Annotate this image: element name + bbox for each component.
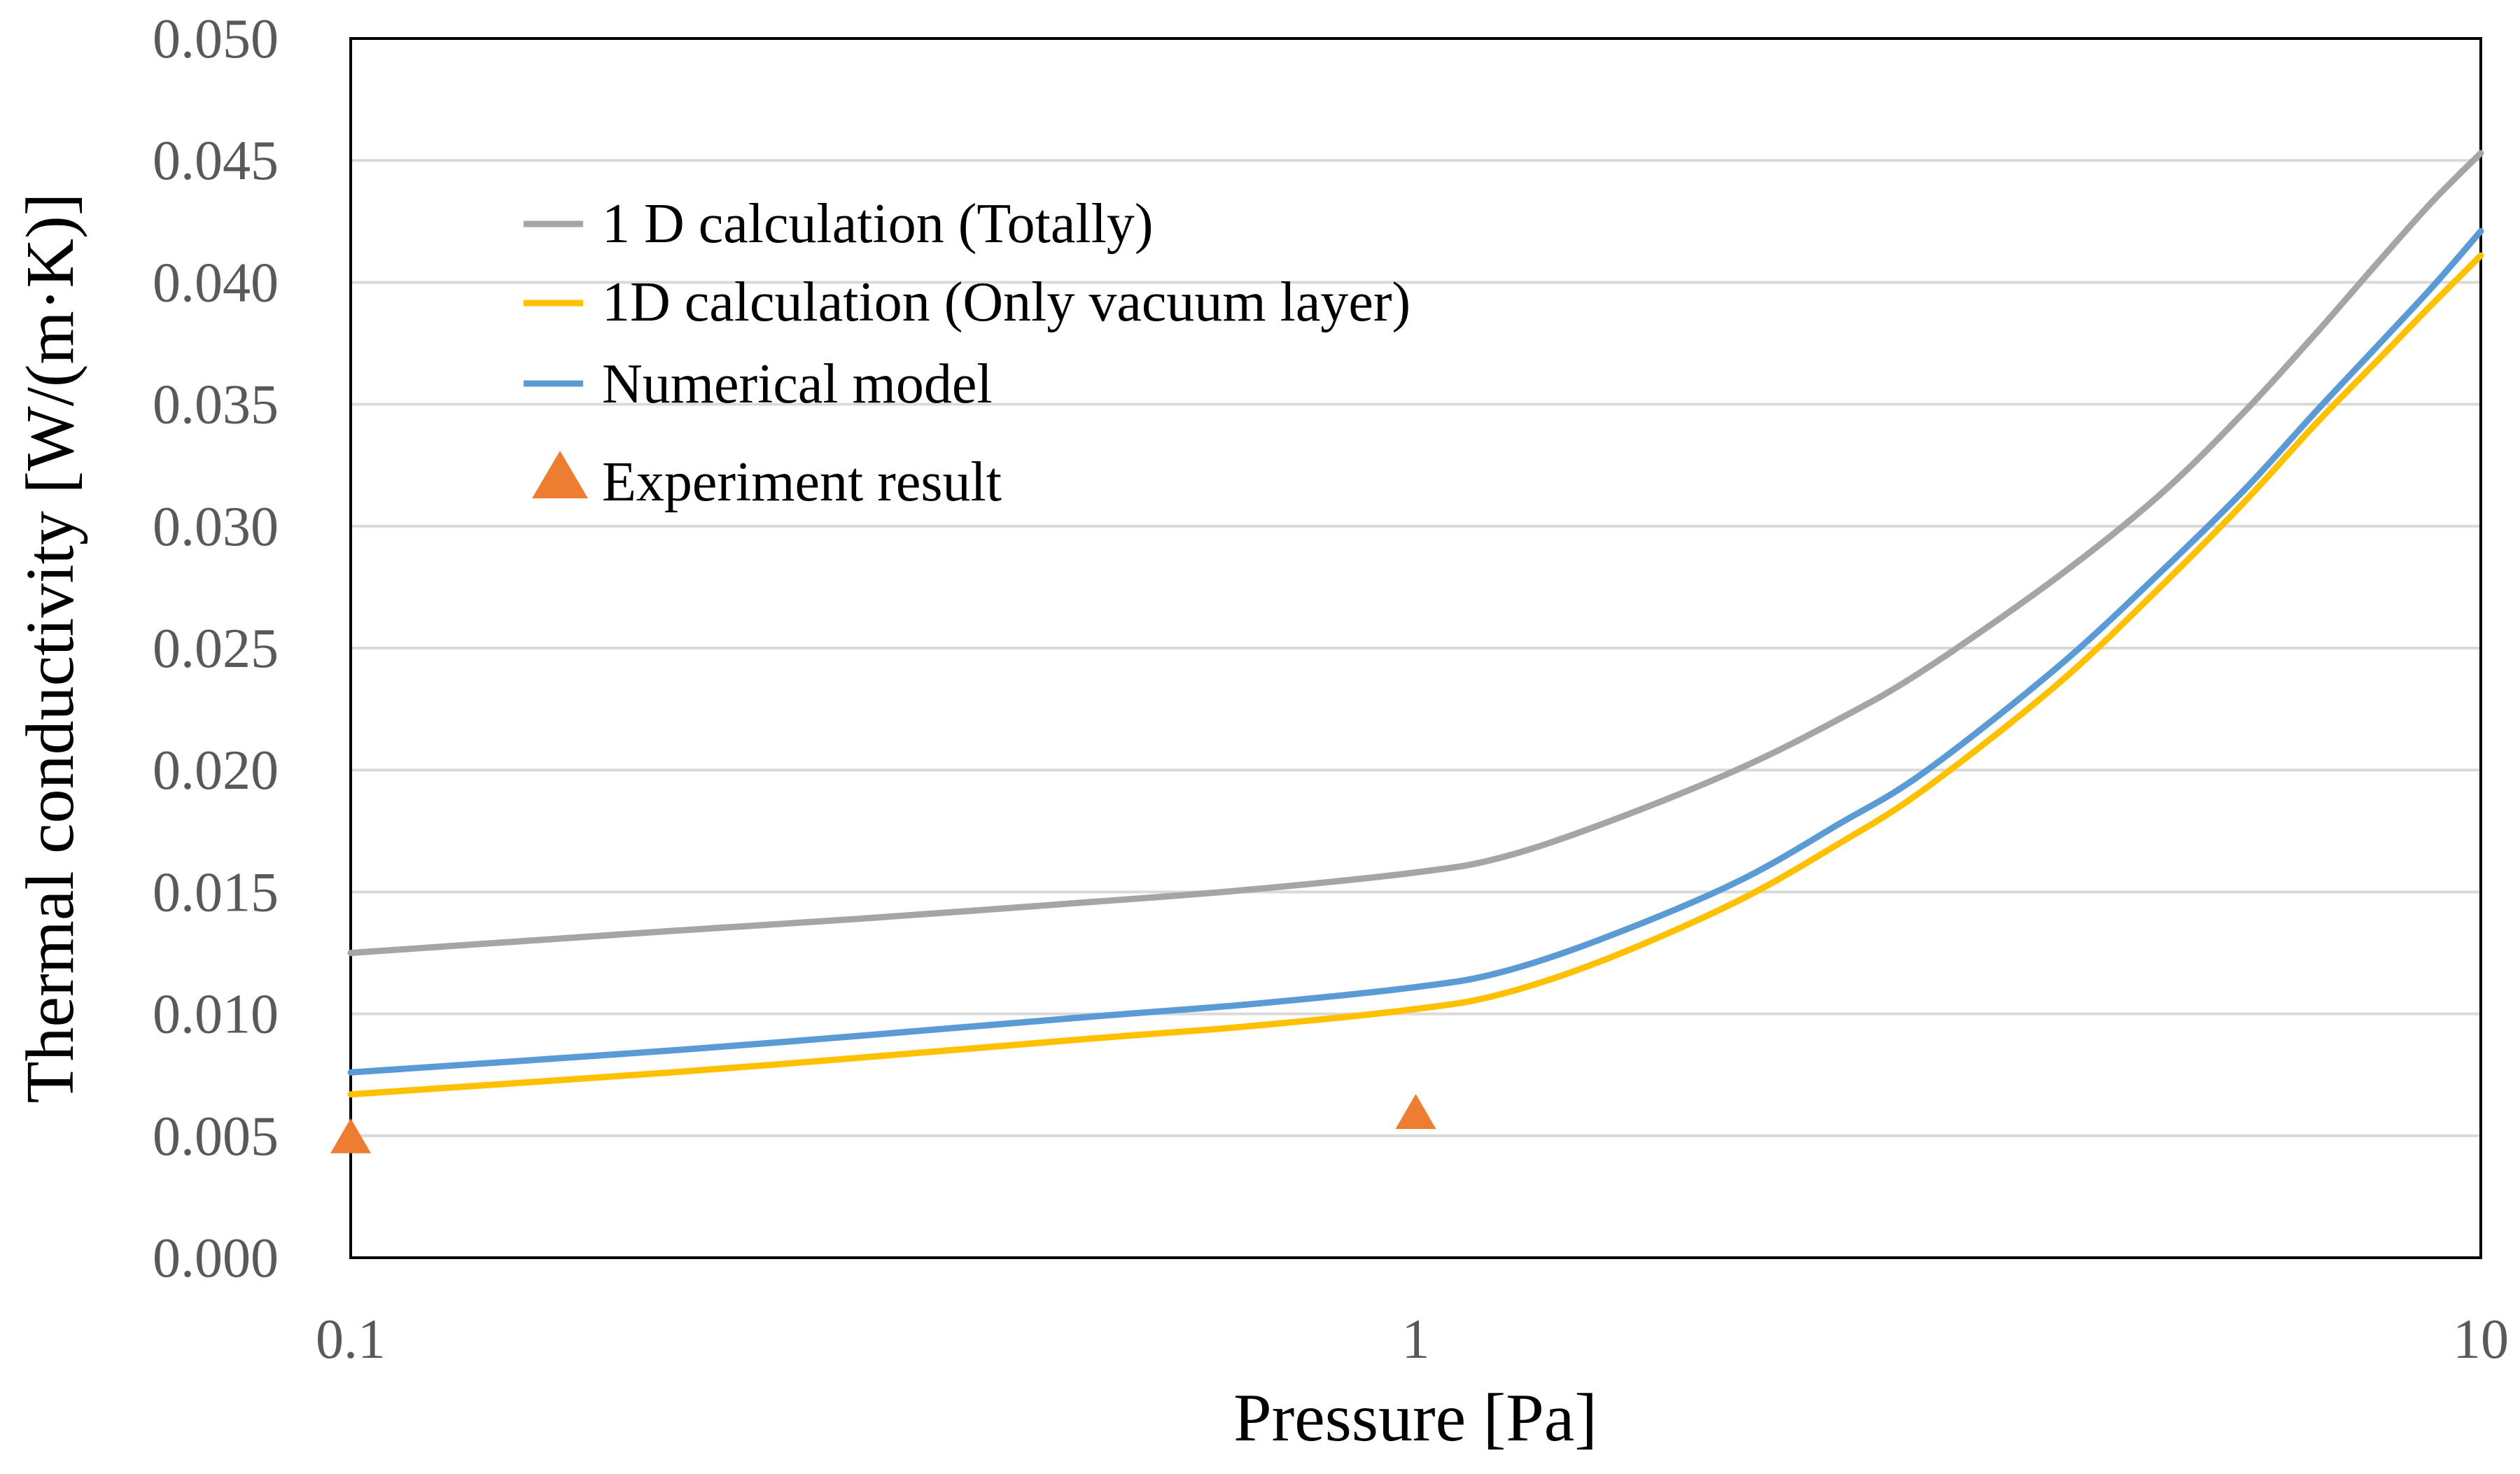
x-tick-label: 10: [2453, 1309, 2509, 1370]
plot-area-frame: [349, 37, 2482, 1259]
series-layer: [330, 150, 2484, 1153]
y-tick-label: 0.050: [153, 8, 279, 70]
x-tick-label: 1: [1402, 1309, 1430, 1370]
legend-swatch-experiment-triangle-icon: [532, 451, 588, 498]
legend: 1 D calculation (Totally) 1D calculation…: [524, 193, 1410, 513]
legend-label-totally: 1 D calculation (Totally): [602, 193, 1153, 255]
experiment-point-triangle-icon: [330, 1118, 371, 1153]
y-tick-label: 0.030: [153, 496, 279, 558]
y-tick-label: 0.010: [153, 984, 279, 1046]
y-tick-label: 0.035: [153, 374, 279, 436]
gridlines: [351, 159, 2481, 1137]
y-tick-label: 0.025: [153, 618, 279, 680]
y-tick-label: 0.045: [153, 130, 279, 192]
legend-label-experiment: Experiment result: [602, 451, 1002, 513]
y-tick-label: 0.000: [153, 1228, 279, 1289]
series-line-vacuum-layer: [347, 252, 2484, 1098]
x-axis-title: Pressure [Pa]: [1233, 1380, 1597, 1456]
y-tick-label: 0.005: [153, 1106, 279, 1167]
legend-item-numerical-model: Numerical model: [524, 353, 993, 415]
legend-label-vacuum-layer: 1D calculation (Only vacuum layer): [602, 272, 1410, 333]
y-tick-label: 0.040: [153, 252, 279, 314]
y-tick-label: 0.015: [153, 862, 279, 923]
series-line-numerical-model: [347, 227, 2484, 1076]
tick-labels: 0.000 0.005 0.010 0.015 0.020 0.025 0.030 0.035…: [153, 8, 2509, 1370]
legend-label-numerical-model: Numerical model: [602, 353, 993, 415]
legend-item-totally: 1 D calculation (Totally): [524, 193, 1153, 255]
y-axis-title: Thermal conductivity [W/(m·K)]: [13, 193, 88, 1104]
legend-item-vacuum-layer: 1D calculation (Only vacuum layer): [524, 272, 1410, 333]
y-tick-label: 0.020: [153, 740, 279, 801]
series-line-totally: [347, 150, 2484, 956]
experiment-point-triangle-icon: [1395, 1093, 1436, 1129]
legend-item-experiment: Experiment result: [532, 451, 1002, 513]
x-tick-label: 0.1: [316, 1309, 386, 1370]
